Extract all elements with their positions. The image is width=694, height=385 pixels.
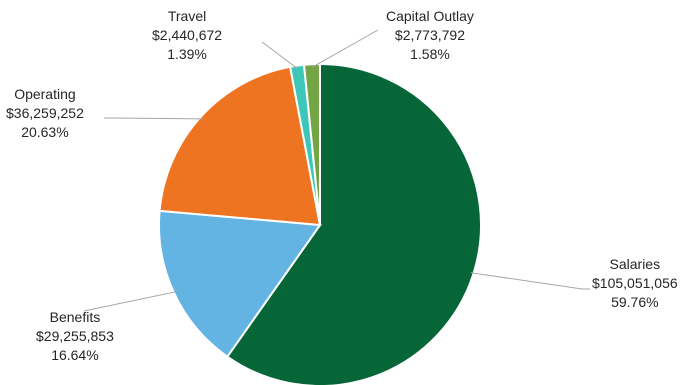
pie-slice-capital-outlay bbox=[302, 62, 321, 226]
label-travel: Travel $2,440,672 1.39% bbox=[152, 7, 222, 64]
pie-slice-operating bbox=[158, 65, 322, 227]
label-operating-percent: 20.63% bbox=[21, 124, 69, 140]
label-capital-outlay-percent: 1.58% bbox=[410, 46, 450, 62]
label-benefits-amount: $29,255,853 bbox=[36, 328, 114, 344]
leader-line-operating bbox=[104, 117, 203, 120]
leader-line-benefits bbox=[83, 291, 177, 312]
label-travel-amount: $2,440,672 bbox=[152, 27, 223, 43]
label-benefits-percent: 16.64% bbox=[51, 347, 99, 363]
label-salaries-name: Salaries bbox=[609, 256, 661, 272]
pie-slices bbox=[158, 62, 482, 385]
label-salaries-percent: 59.76% bbox=[611, 294, 659, 310]
leader-lines bbox=[83, 29, 590, 312]
label-capital-outlay: Capital Outlay $2,773,792 1.58% bbox=[386, 7, 474, 64]
label-operating: Operating $36,259,252 20.63% bbox=[6, 85, 84, 142]
leader-line-salaries bbox=[470, 272, 590, 290]
label-operating-name: Operating bbox=[14, 86, 76, 102]
label-travel-percent: 1.39% bbox=[167, 46, 207, 62]
label-salaries-amount: $105,051,056 bbox=[592, 275, 678, 291]
label-salaries: Salaries $105,051,056 59.76% bbox=[592, 255, 678, 312]
leader-line-capital-outlay bbox=[311, 29, 379, 68]
label-capital-outlay-name: Capital Outlay bbox=[386, 8, 474, 24]
label-capital-outlay-amount: $2,773,792 bbox=[394, 27, 465, 43]
label-travel-name: Travel bbox=[167, 8, 207, 24]
leader-line-travel bbox=[261, 41, 298, 70]
label-benefits-name: Benefits bbox=[49, 309, 101, 325]
pie-slice-benefits bbox=[158, 209, 322, 359]
label-operating-amount: $36,259,252 bbox=[6, 105, 84, 121]
label-benefits: Benefits $29,255,853 16.64% bbox=[36, 308, 114, 365]
